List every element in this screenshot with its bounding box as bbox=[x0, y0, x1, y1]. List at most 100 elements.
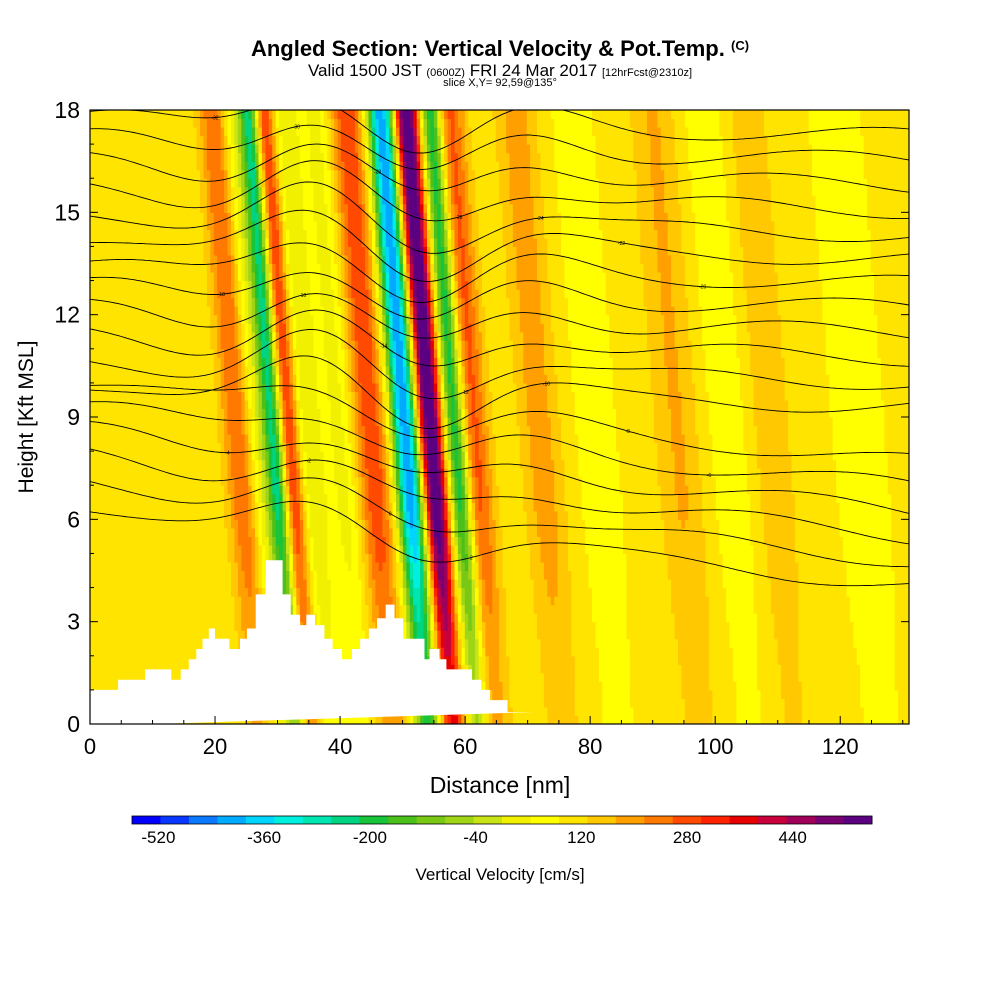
velocity-cell bbox=[396, 476, 400, 486]
velocity-cell bbox=[667, 399, 683, 409]
velocity-cell bbox=[684, 255, 700, 265]
velocity-cell bbox=[667, 391, 683, 401]
velocity-cell bbox=[275, 391, 280, 401]
velocity-cell bbox=[705, 570, 724, 580]
velocity-cell bbox=[330, 587, 363, 597]
velocity-cell bbox=[303, 553, 308, 563]
velocity-cell bbox=[248, 374, 253, 384]
velocity-cell bbox=[836, 493, 892, 503]
velocity-cell bbox=[471, 536, 476, 546]
velocity-cell bbox=[485, 451, 490, 461]
velocity-cell bbox=[464, 408, 469, 418]
velocity-cell bbox=[265, 468, 270, 478]
velocity-cell bbox=[444, 323, 449, 333]
velocity-cell bbox=[279, 459, 284, 469]
velocity-cell bbox=[698, 280, 734, 290]
velocity-cell bbox=[368, 220, 373, 230]
velocity-cell bbox=[327, 527, 342, 537]
velocity-cell bbox=[416, 621, 425, 631]
velocity-cell bbox=[533, 604, 572, 614]
velocity-cell bbox=[440, 485, 445, 495]
velocity-cell bbox=[457, 562, 462, 572]
velocity-cell bbox=[303, 220, 318, 230]
velocity-cell bbox=[595, 169, 638, 179]
velocity-cell bbox=[746, 323, 782, 333]
velocity-cell bbox=[454, 272, 459, 282]
velocity-cell bbox=[684, 468, 700, 478]
velocity-cell bbox=[598, 212, 638, 222]
velocity-cell bbox=[413, 152, 418, 162]
velocity-cell bbox=[488, 536, 497, 546]
velocity-cell bbox=[461, 229, 469, 239]
velocity-cell bbox=[454, 510, 459, 520]
velocity-cell bbox=[457, 323, 462, 333]
velocity-cell bbox=[279, 331, 287, 341]
velocity-cell bbox=[347, 348, 352, 358]
velocity-cell bbox=[451, 331, 455, 341]
velocity-cell bbox=[423, 195, 428, 205]
velocity-cell bbox=[90, 246, 205, 256]
velocity-cell bbox=[461, 280, 469, 290]
velocity-cell bbox=[427, 562, 431, 572]
velocity-cell bbox=[705, 374, 741, 384]
velocity-cell bbox=[354, 135, 359, 145]
velocity-cell bbox=[777, 638, 799, 648]
velocity-cell bbox=[461, 331, 466, 341]
velocity-cell bbox=[894, 570, 909, 580]
velocity-cell bbox=[495, 135, 507, 145]
velocity-cell bbox=[647, 323, 665, 333]
velocity-cell bbox=[344, 357, 349, 367]
velocity-cell bbox=[385, 340, 390, 350]
velocity-cell bbox=[416, 451, 421, 461]
velocity-cell bbox=[884, 442, 909, 452]
velocity-cell bbox=[399, 237, 404, 247]
velocity-cell bbox=[595, 621, 627, 631]
velocity-cell bbox=[423, 237, 428, 247]
velocity-cell bbox=[750, 357, 786, 367]
velocity-cell bbox=[330, 579, 363, 589]
velocity-cell bbox=[547, 374, 559, 384]
velocity-cell bbox=[468, 451, 473, 461]
velocity-cell bbox=[571, 647, 600, 657]
velocity-cell bbox=[870, 255, 909, 265]
velocity-cell bbox=[440, 169, 445, 179]
velocity-cell bbox=[268, 357, 273, 367]
velocity-cell bbox=[464, 331, 473, 341]
velocity-cell bbox=[396, 348, 404, 358]
velocity-cell bbox=[543, 672, 576, 682]
velocity-cell bbox=[389, 289, 397, 299]
velocity-cell bbox=[368, 263, 373, 273]
velocity-cell bbox=[543, 570, 559, 580]
velocity-cell bbox=[241, 604, 260, 614]
velocity-cell bbox=[358, 434, 363, 444]
velocity-cell bbox=[427, 178, 431, 188]
velocity-cell bbox=[764, 519, 796, 529]
velocity-cell bbox=[464, 417, 469, 427]
velocity-cell bbox=[286, 536, 290, 546]
velocity-cell bbox=[351, 476, 359, 486]
velocity-cell bbox=[543, 698, 576, 708]
velocity-cell bbox=[846, 579, 896, 589]
velocity-cell bbox=[664, 331, 676, 341]
velocity-cell bbox=[261, 442, 266, 452]
velocity-cell bbox=[241, 391, 246, 401]
velocity-cell bbox=[822, 297, 875, 307]
velocity-cell bbox=[234, 510, 249, 520]
velocity-cell bbox=[358, 408, 363, 418]
velocity-cell bbox=[296, 399, 301, 409]
velocity-cell bbox=[602, 229, 641, 239]
velocity-cell bbox=[347, 357, 352, 367]
velocity-cell bbox=[361, 229, 366, 239]
velocity-cell bbox=[396, 374, 404, 384]
velocity-cell bbox=[330, 135, 335, 145]
velocity-cell bbox=[409, 382, 414, 392]
velocity-cell bbox=[447, 544, 452, 554]
velocity-cell bbox=[657, 442, 672, 452]
velocity-cell bbox=[568, 331, 610, 341]
velocity-cell bbox=[330, 647, 366, 657]
velocity-cell bbox=[368, 195, 373, 205]
velocity-cell bbox=[468, 297, 473, 307]
velocity-cell bbox=[499, 161, 511, 171]
velocity-cell bbox=[729, 237, 741, 247]
velocity-cell bbox=[647, 314, 665, 324]
